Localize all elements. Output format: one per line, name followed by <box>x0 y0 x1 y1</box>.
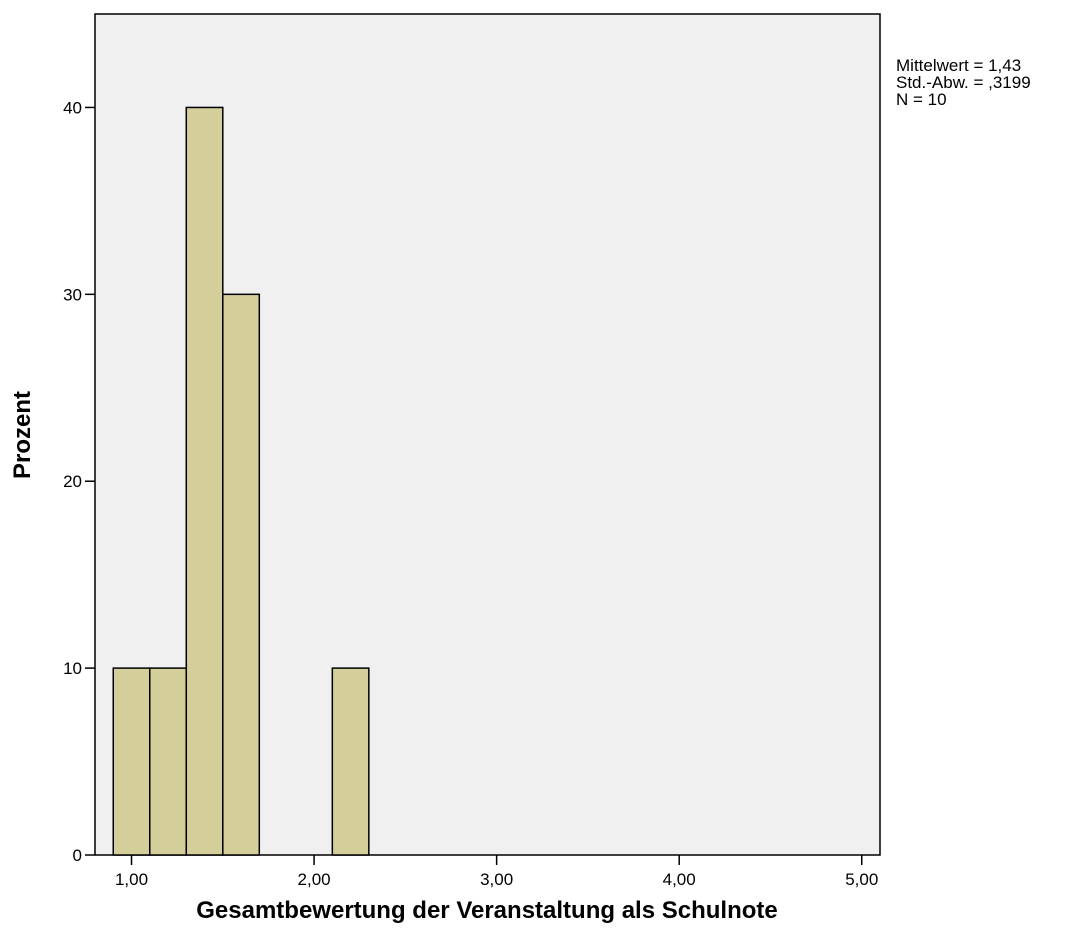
y-tick-label: 10 <box>63 659 82 678</box>
y-tick-label: 30 <box>63 285 82 304</box>
x-tick-label: 1,00 <box>115 870 148 889</box>
x-tick-label: 3,00 <box>480 870 513 889</box>
y-axis: 0 10 20 30 40 <box>63 98 95 865</box>
histogram-bar <box>112 667 151 856</box>
histogram-bar <box>222 293 261 856</box>
x-tick-label: 2,00 <box>298 870 331 889</box>
x-axis-title: Gesamtbewertung der Veranstaltung als Sc… <box>196 897 777 924</box>
histogram-bar <box>185 106 224 856</box>
stats-std: Std.-Abw. = ,3199 <box>896 73 1031 92</box>
x-axis: 1,00 2,00 3,00 4,00 5,00 <box>115 855 878 889</box>
stats-box: Mittelwert = 1,43 Std.-Abw. = ,3199 N = … <box>896 57 1031 108</box>
stats-n: N = 10 <box>896 90 947 109</box>
y-tick-label: 20 <box>63 472 82 491</box>
y-tick-label: 40 <box>63 98 82 117</box>
histogram-bar <box>331 667 370 856</box>
x-tick-label: 5,00 <box>845 870 878 889</box>
x-tick-label: 4,00 <box>663 870 696 889</box>
histogram-bar <box>149 667 188 856</box>
y-tick-label: 0 <box>73 846 82 865</box>
bars-group <box>112 106 370 856</box>
stats-mean: Mittelwert = 1,43 <box>896 56 1022 75</box>
y-axis-title: Prozent <box>9 391 36 479</box>
